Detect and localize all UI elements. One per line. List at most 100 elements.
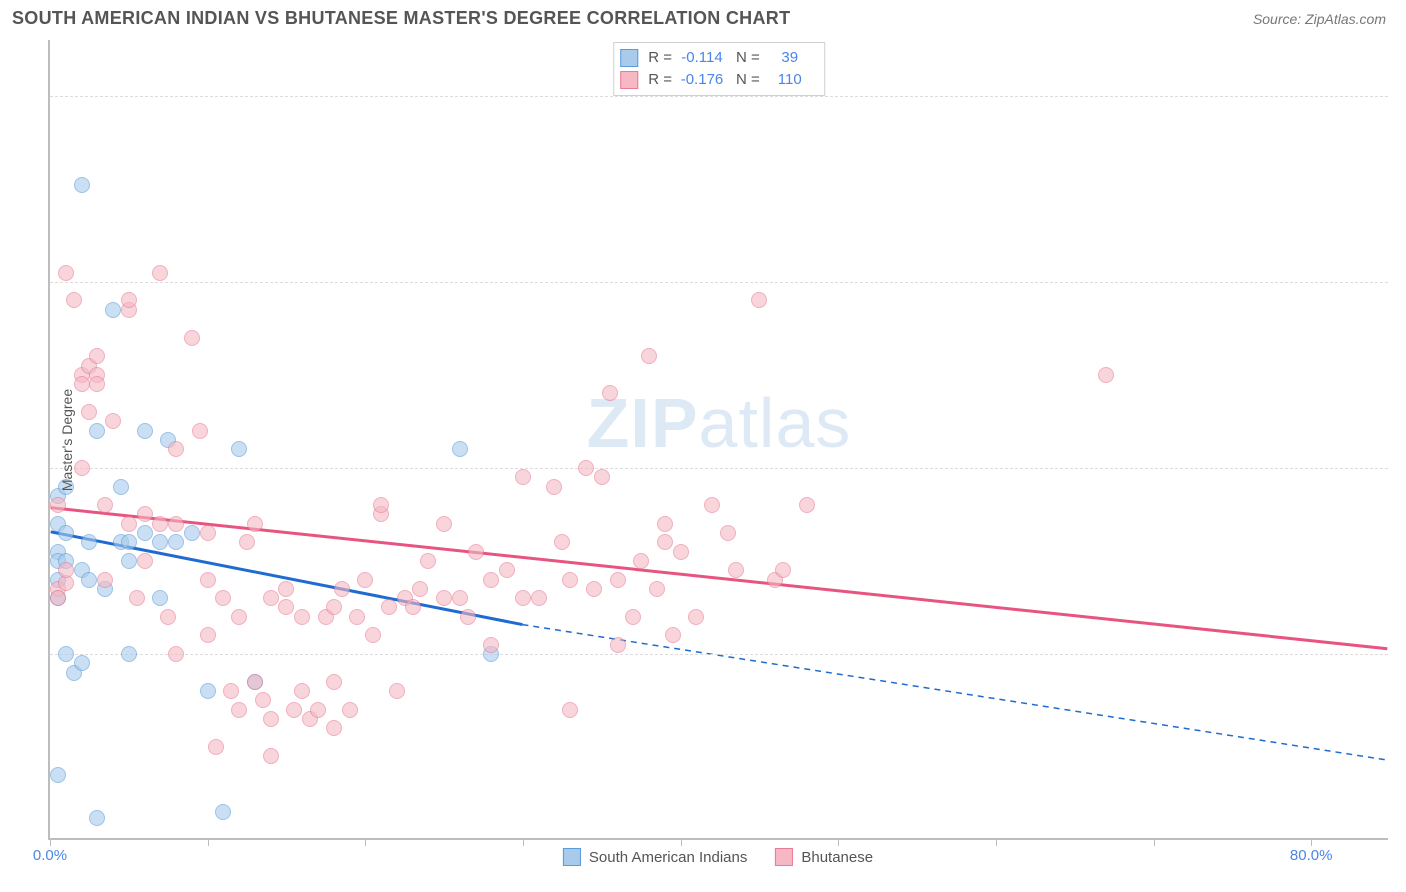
data-point — [483, 637, 499, 653]
stats-legend: R = -0.114 N = 39 R = -0.176 N = 110 — [613, 42, 825, 96]
legend-swatch-0 — [563, 848, 581, 866]
data-point — [168, 441, 184, 457]
data-point — [58, 525, 74, 541]
stat-n-1: 110 — [766, 69, 814, 91]
data-point — [310, 702, 326, 718]
stat-r-label: R = — [648, 69, 672, 91]
data-point — [50, 767, 66, 783]
data-point — [389, 683, 405, 699]
data-point — [58, 265, 74, 281]
data-point — [81, 534, 97, 550]
bottom-legend: South American Indians Bhutanese — [563, 848, 873, 866]
data-point — [294, 609, 310, 625]
data-point — [515, 590, 531, 606]
stats-row-1: R = -0.176 N = 110 — [620, 69, 814, 91]
data-point — [105, 302, 121, 318]
data-point — [775, 562, 791, 578]
stat-r-1: -0.176 — [678, 69, 726, 91]
data-point — [231, 609, 247, 625]
data-point — [688, 609, 704, 625]
chart-header: SOUTH AMERICAN INDIAN VS BHUTANESE MASTE… — [0, 0, 1406, 33]
data-point — [263, 711, 279, 727]
data-point — [720, 525, 736, 541]
data-point — [184, 330, 200, 346]
data-point — [365, 627, 381, 643]
data-point — [97, 497, 113, 513]
data-point — [137, 506, 153, 522]
plot-area: ZIPatlas R = -0.114 N = 39 R = -0.176 N … — [48, 40, 1388, 840]
data-point — [168, 534, 184, 550]
data-point — [278, 599, 294, 615]
chart-source: Source: ZipAtlas.com — [1253, 11, 1386, 27]
stat-r-label: R = — [648, 47, 672, 69]
data-point — [137, 553, 153, 569]
data-point — [483, 572, 499, 588]
data-point — [121, 534, 137, 550]
x-tick-label: 80.0% — [1290, 847, 1333, 864]
data-point — [58, 646, 74, 662]
data-point — [515, 469, 531, 485]
data-point — [74, 460, 90, 476]
data-point — [81, 404, 97, 420]
data-point — [641, 348, 657, 364]
data-point — [200, 627, 216, 643]
data-point — [294, 683, 310, 699]
data-point — [625, 609, 641, 625]
y-axis-title: Master's Degree — [59, 389, 75, 491]
data-point — [74, 376, 90, 392]
data-point — [633, 553, 649, 569]
legend-swatch-1 — [775, 848, 793, 866]
data-point — [200, 572, 216, 588]
data-point — [168, 646, 184, 662]
data-point — [420, 553, 436, 569]
chart-title: SOUTH AMERICAN INDIAN VS BHUTANESE MASTE… — [12, 8, 790, 29]
data-point — [121, 516, 137, 532]
data-point — [247, 516, 263, 532]
data-point — [1098, 367, 1114, 383]
data-point — [152, 516, 168, 532]
data-point — [200, 525, 216, 541]
x-tick-label: 0.0% — [33, 847, 67, 864]
data-point — [405, 599, 421, 615]
data-point — [137, 525, 153, 541]
stat-n-0: 39 — [766, 47, 814, 69]
data-point — [215, 804, 231, 820]
data-point — [121, 553, 137, 569]
data-point — [326, 599, 342, 615]
data-point — [799, 497, 815, 513]
data-point — [334, 581, 350, 597]
data-point — [50, 497, 66, 513]
data-point — [562, 702, 578, 718]
regression-lines — [50, 40, 1388, 838]
swatch-series-1 — [620, 71, 638, 89]
data-point — [160, 609, 176, 625]
data-point — [602, 385, 618, 401]
data-point — [113, 479, 129, 495]
data-point — [231, 702, 247, 718]
data-point — [200, 683, 216, 699]
data-point — [452, 441, 468, 457]
data-point — [81, 572, 97, 588]
data-point — [649, 581, 665, 597]
data-point — [152, 265, 168, 281]
data-point — [326, 720, 342, 736]
data-point — [247, 674, 263, 690]
data-point — [97, 572, 113, 588]
data-point — [499, 562, 515, 578]
data-point — [286, 702, 302, 718]
data-point — [468, 544, 484, 560]
data-point — [50, 590, 66, 606]
data-point — [168, 516, 184, 532]
swatch-series-0 — [620, 49, 638, 67]
data-point — [74, 655, 90, 671]
data-point — [152, 534, 168, 550]
data-point — [263, 748, 279, 764]
data-point — [105, 413, 121, 429]
data-point — [223, 683, 239, 699]
data-point — [231, 441, 247, 457]
data-point — [665, 627, 681, 643]
data-point — [751, 292, 767, 308]
data-point — [137, 423, 153, 439]
data-point — [436, 590, 452, 606]
legend-item-0: South American Indians — [563, 848, 747, 866]
